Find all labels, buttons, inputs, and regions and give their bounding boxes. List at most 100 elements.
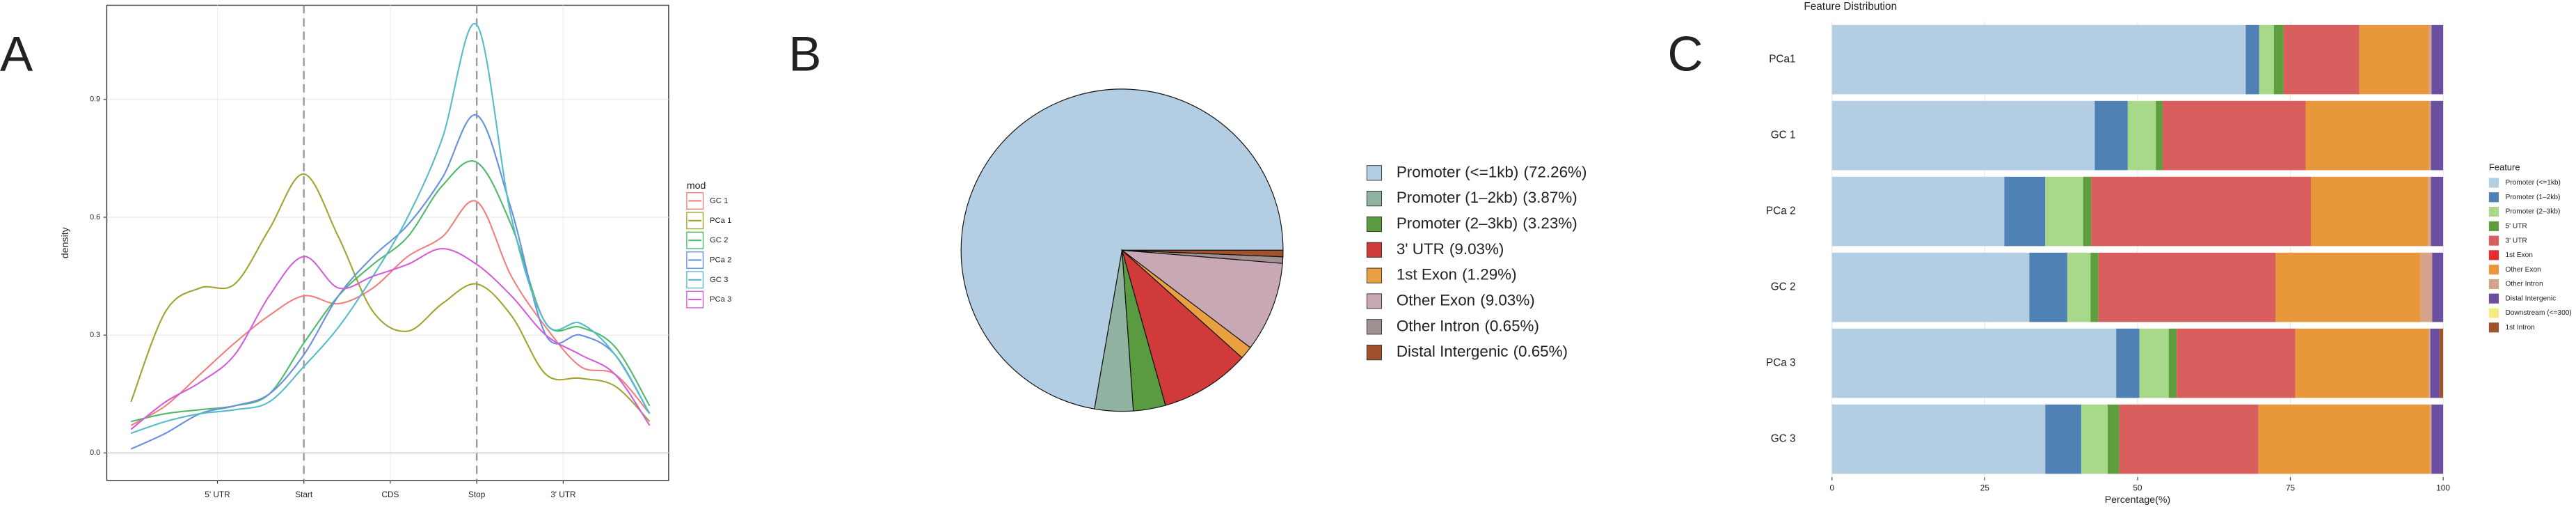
- bar-segment: [2428, 24, 2432, 95]
- bar-segment: [2045, 176, 2083, 247]
- density-line: [130, 22, 651, 435]
- bar-segment: [2439, 328, 2444, 398]
- legend-value: (3.87%): [1522, 189, 1577, 206]
- legend-swatch: [1366, 319, 1383, 335]
- legend-label: Other Exon: [2505, 266, 2541, 274]
- y-tick-label: PCa 3: [1766, 357, 1796, 369]
- bar-segment: [2107, 404, 2120, 474]
- legend-swatch: [2488, 250, 2499, 260]
- y-tick-label: GC 2: [1771, 281, 1796, 293]
- legend-value: (9.03%): [1480, 291, 1534, 309]
- bar-segment: [2273, 24, 2284, 95]
- pie-slice: [1122, 249, 1284, 258]
- legend-swatch: [2488, 235, 2499, 246]
- legend-swatch: [2488, 279, 2499, 289]
- x-tick-label: 5' UTR: [205, 490, 230, 499]
- bar-segment: [1831, 328, 2117, 398]
- bar-segment: [2428, 176, 2431, 247]
- legend-swatch: [2488, 265, 2499, 275]
- bar-segment: [2119, 404, 2259, 474]
- x-tick-label: 75: [2286, 483, 2296, 493]
- legend-category: Other Exon: [1397, 291, 1475, 309]
- legend-label: 3' UTR (9.03%): [1397, 240, 1504, 258]
- legend-value: (1.29%): [1462, 266, 1516, 283]
- legend-label: 3' UTR: [2505, 237, 2527, 244]
- bar-segment: [2245, 24, 2259, 95]
- density-line: [130, 173, 651, 422]
- legend-value: (0.65%): [1484, 317, 1539, 334]
- y-tick-label: 0.9: [90, 95, 100, 104]
- bar-segment: [2305, 100, 2429, 171]
- legend-label: 5' UTR: [2505, 222, 2527, 230]
- y-tick-label: GC 3: [1771, 433, 1796, 445]
- legend-category: 1st Exon: [1397, 266, 1457, 283]
- legend-label: PCa 3: [710, 295, 731, 304]
- y-axis-label: density: [60, 226, 71, 258]
- pie-slice: [1121, 249, 1243, 406]
- x-axis-label: Percentage(%): [2105, 494, 2170, 506]
- chart-title: Feature Distribution: [1804, 1, 1897, 13]
- bar-segment: [2429, 404, 2432, 474]
- legend-label: Distal Intergenic (0.65%): [1397, 343, 1568, 360]
- legend-value: (72.26%): [1524, 163, 1587, 180]
- bar-segment: [1831, 252, 2030, 322]
- legend-category: Promoter (1–2kb): [1397, 189, 1518, 206]
- legend-label: Promoter (2–3kb): [2505, 208, 2560, 216]
- legend-label: Downstream (<=300): [2505, 309, 2571, 317]
- panel-label: A: [0, 27, 33, 82]
- panel-label: C: [1667, 27, 1703, 82]
- bar-segment: [2311, 176, 2428, 247]
- legend-label: Distal Intergenic: [2505, 295, 2556, 302]
- legend-swatch: [1366, 267, 1383, 283]
- legend-label: Promoter (1–2kb) (3.87%): [1397, 189, 1577, 206]
- bar-segment: [2029, 252, 2067, 322]
- density-line: [130, 248, 651, 430]
- legend-swatch: [2488, 308, 2499, 318]
- bar-segment: [2004, 176, 2046, 247]
- legend-title: Feature: [2489, 162, 2520, 173]
- bar-segment: [2083, 176, 2092, 247]
- legend-label: PCa 1: [710, 217, 731, 225]
- legend-label: Other Exon (9.03%): [1397, 291, 1535, 309]
- bar-segment: [2081, 404, 2108, 474]
- bar-segment: [2067, 252, 2091, 322]
- legend-swatch: [2488, 293, 2499, 304]
- x-tick-label: 100: [2436, 483, 2450, 493]
- legend-title: mod: [687, 180, 706, 192]
- legend-label: GC 2: [710, 236, 728, 244]
- pie-slice: [1120, 249, 1283, 348]
- panel-label: B: [788, 27, 821, 82]
- legend-swatch: [1366, 191, 1383, 207]
- bar-segment: [2431, 100, 2444, 171]
- legend-label: Promoter (2–3kb) (3.23%): [1397, 214, 1577, 232]
- legend-swatch: [2488, 206, 2499, 217]
- legend-swatch: [1366, 216, 1383, 233]
- legend-label: 1st Exon (1.29%): [1397, 266, 1517, 283]
- legend-swatch: [1366, 242, 1383, 258]
- bar-segment: [2258, 404, 2430, 474]
- legend-label: Other Intron (0.65%): [1397, 317, 1539, 334]
- legend-value: (0.65%): [1513, 343, 1568, 360]
- bar-segment: [2045, 404, 2082, 474]
- density-line: [130, 200, 651, 426]
- legend-label: Other Intron: [2505, 281, 2543, 288]
- legend-swatch: [1366, 165, 1383, 181]
- x-tick-label: CDS: [381, 490, 399, 499]
- bar-segment: [2428, 100, 2431, 171]
- legend-category: Promoter (2–3kb): [1397, 214, 1518, 232]
- legend-category: Other Intron: [1397, 317, 1480, 334]
- bar-segment: [2432, 252, 2444, 322]
- x-tick-label: Stop: [468, 490, 486, 499]
- legend-category: Promoter (<=1kb): [1397, 163, 1519, 180]
- bar-segment: [2090, 252, 2099, 322]
- legend-value: (9.03%): [1449, 240, 1504, 258]
- bar-segment: [2359, 24, 2429, 95]
- y-tick-label: PCa 2: [1766, 205, 1796, 217]
- bar-segment: [1831, 24, 2246, 95]
- bar-segment: [2431, 24, 2444, 95]
- legend-value: (3.23%): [1522, 214, 1577, 232]
- x-tick-label: 0: [1829, 483, 1834, 493]
- legend-swatch: [1366, 345, 1383, 361]
- bar-segment: [2259, 24, 2274, 95]
